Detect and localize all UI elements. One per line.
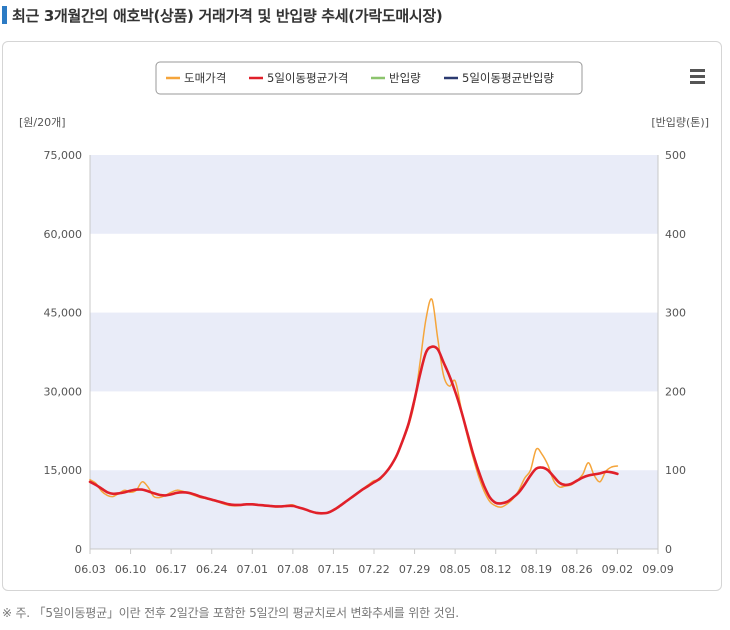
legend-item-label: 반입량 <box>389 71 421 85</box>
y-right-tick-label: 300 <box>665 307 686 320</box>
legend-item-label: 5일이동평균반입량 <box>462 71 554 85</box>
y-right-tick-label: 400 <box>665 228 686 241</box>
x-tick-label: 09.09 <box>642 563 674 576</box>
y-left-axis-label: [원/20개] <box>19 116 66 129</box>
x-tick-label: 06.03 <box>74 563 106 576</box>
y-left-tick-label: 60,000 <box>44 228 83 241</box>
legend-box <box>155 61 583 95</box>
x-tick-label: 07.29 <box>399 563 431 576</box>
y-left-tick-label: 0 <box>75 543 82 556</box>
hamburger-menu-icon-bar <box>690 81 705 84</box>
x-tick-label: 08.12 <box>480 563 512 576</box>
grid-band <box>90 312 658 392</box>
title-accent-bar <box>2 6 7 24</box>
hamburger-menu-icon[interactable] <box>686 65 709 87</box>
x-tick-label: 08.19 <box>521 563 553 576</box>
chart-container: 0 15,000 30,000 45,000 60,000 75,000 0 100 200 30… <box>2 41 722 591</box>
hamburger-menu-icon-bar <box>690 75 705 78</box>
footnote: ※ 주. 「5일이동평균」이란 전후 2일간을 포함한 5일간의 평균치로서 변… <box>2 606 459 620</box>
series-line-price-ma5 <box>88 345 619 515</box>
y-left-tick-label: 15,000 <box>44 464 83 477</box>
price-volume-chart: 0 15,000 30,000 45,000 60,000 75,000 0 100 200 30… <box>19 61 709 576</box>
x-tick-label: 06.24 <box>196 563 228 576</box>
grid-band <box>90 155 658 234</box>
legend-item-label: 5일이동평균가격 <box>267 71 348 85</box>
x-tick-label: 09.02 <box>602 563 634 576</box>
x-tick-label: 06.10 <box>115 563 147 576</box>
y-right-tick-label: 200 <box>665 385 686 398</box>
x-tick-label: 06.17 <box>155 563 187 576</box>
x-tick-label: 08.26 <box>561 563 593 576</box>
x-tick-label: 07.15 <box>318 563 350 576</box>
x-tick-label: 07.01 <box>237 563 269 576</box>
x-tick-label: 08.05 <box>439 563 471 576</box>
y-right-tick-label: 500 <box>665 149 686 162</box>
x-tick-label: 07.08 <box>277 563 309 576</box>
y-right-tick-label: 100 <box>665 464 686 477</box>
legend-item-label: 도매가격 <box>184 71 226 85</box>
y-left-tick-label: 30,000 <box>44 385 83 398</box>
page-title: 최근 3개월간의 애호박(상품) 거래가격 및 반입량 추세(가락도매시장) <box>12 6 443 25</box>
y-right-tick-label: 0 <box>665 543 672 556</box>
y-left-tick-label: 75,000 <box>44 149 83 162</box>
y-left-tick-label: 45,000 <box>44 307 83 320</box>
page-title-row: 최근 3개월간의 애호박(상품) 거래가격 및 반입량 추세(가락도매시장) <box>2 3 443 27</box>
x-tick-label: 07.22 <box>358 563 390 576</box>
y-right-axis-label: [반입량(톤)] <box>651 116 709 129</box>
hamburger-menu-icon-bar <box>690 69 705 72</box>
